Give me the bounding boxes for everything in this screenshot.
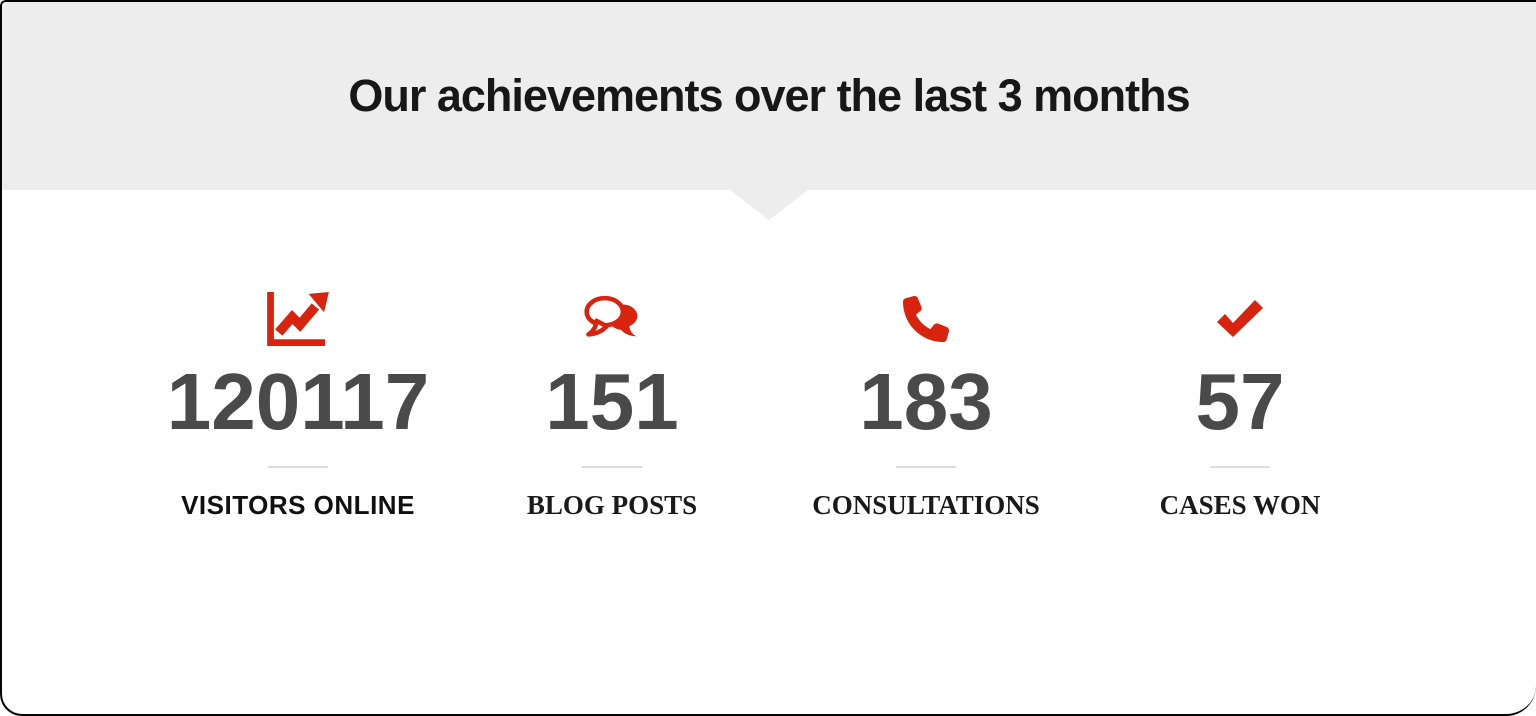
stat-value: 151 <box>545 357 679 446</box>
stat-label: CASES WON <box>1159 490 1321 520</box>
stat-consultations: 183 CONSULTATIONS <box>769 290 1083 521</box>
stat-label: VISITORS ONLINE <box>181 490 415 520</box>
stats-row: 120117 VISITORS ONLINE 151 BLOG POSTS <box>141 290 1397 521</box>
chart-line-icon <box>141 290 455 348</box>
stat-divider <box>268 466 328 468</box>
stat-divider <box>1210 466 1270 468</box>
stat-divider <box>896 466 956 468</box>
stat-blog-posts: 151 BLOG POSTS <box>455 290 769 521</box>
stat-value: 183 <box>859 357 993 446</box>
phone-icon <box>769 290 1083 348</box>
stat-divider <box>582 466 642 468</box>
stat-label: BLOG POSTS <box>526 490 698 520</box>
stat-value: 120117 <box>166 357 430 446</box>
stat-value: 57 <box>1195 357 1285 446</box>
stat-label: CONSULTATIONS <box>812 490 1040 520</box>
stat-visitors-online: 120117 VISITORS ONLINE <box>141 290 455 521</box>
header-band: Our achievements over the last 3 months <box>2 2 1536 190</box>
comments-icon <box>455 290 769 348</box>
stat-cases-won: 57 CASES WON <box>1083 290 1397 521</box>
section-title: Our achievements over the last 3 months <box>348 70 1190 121</box>
check-icon <box>1083 290 1397 348</box>
